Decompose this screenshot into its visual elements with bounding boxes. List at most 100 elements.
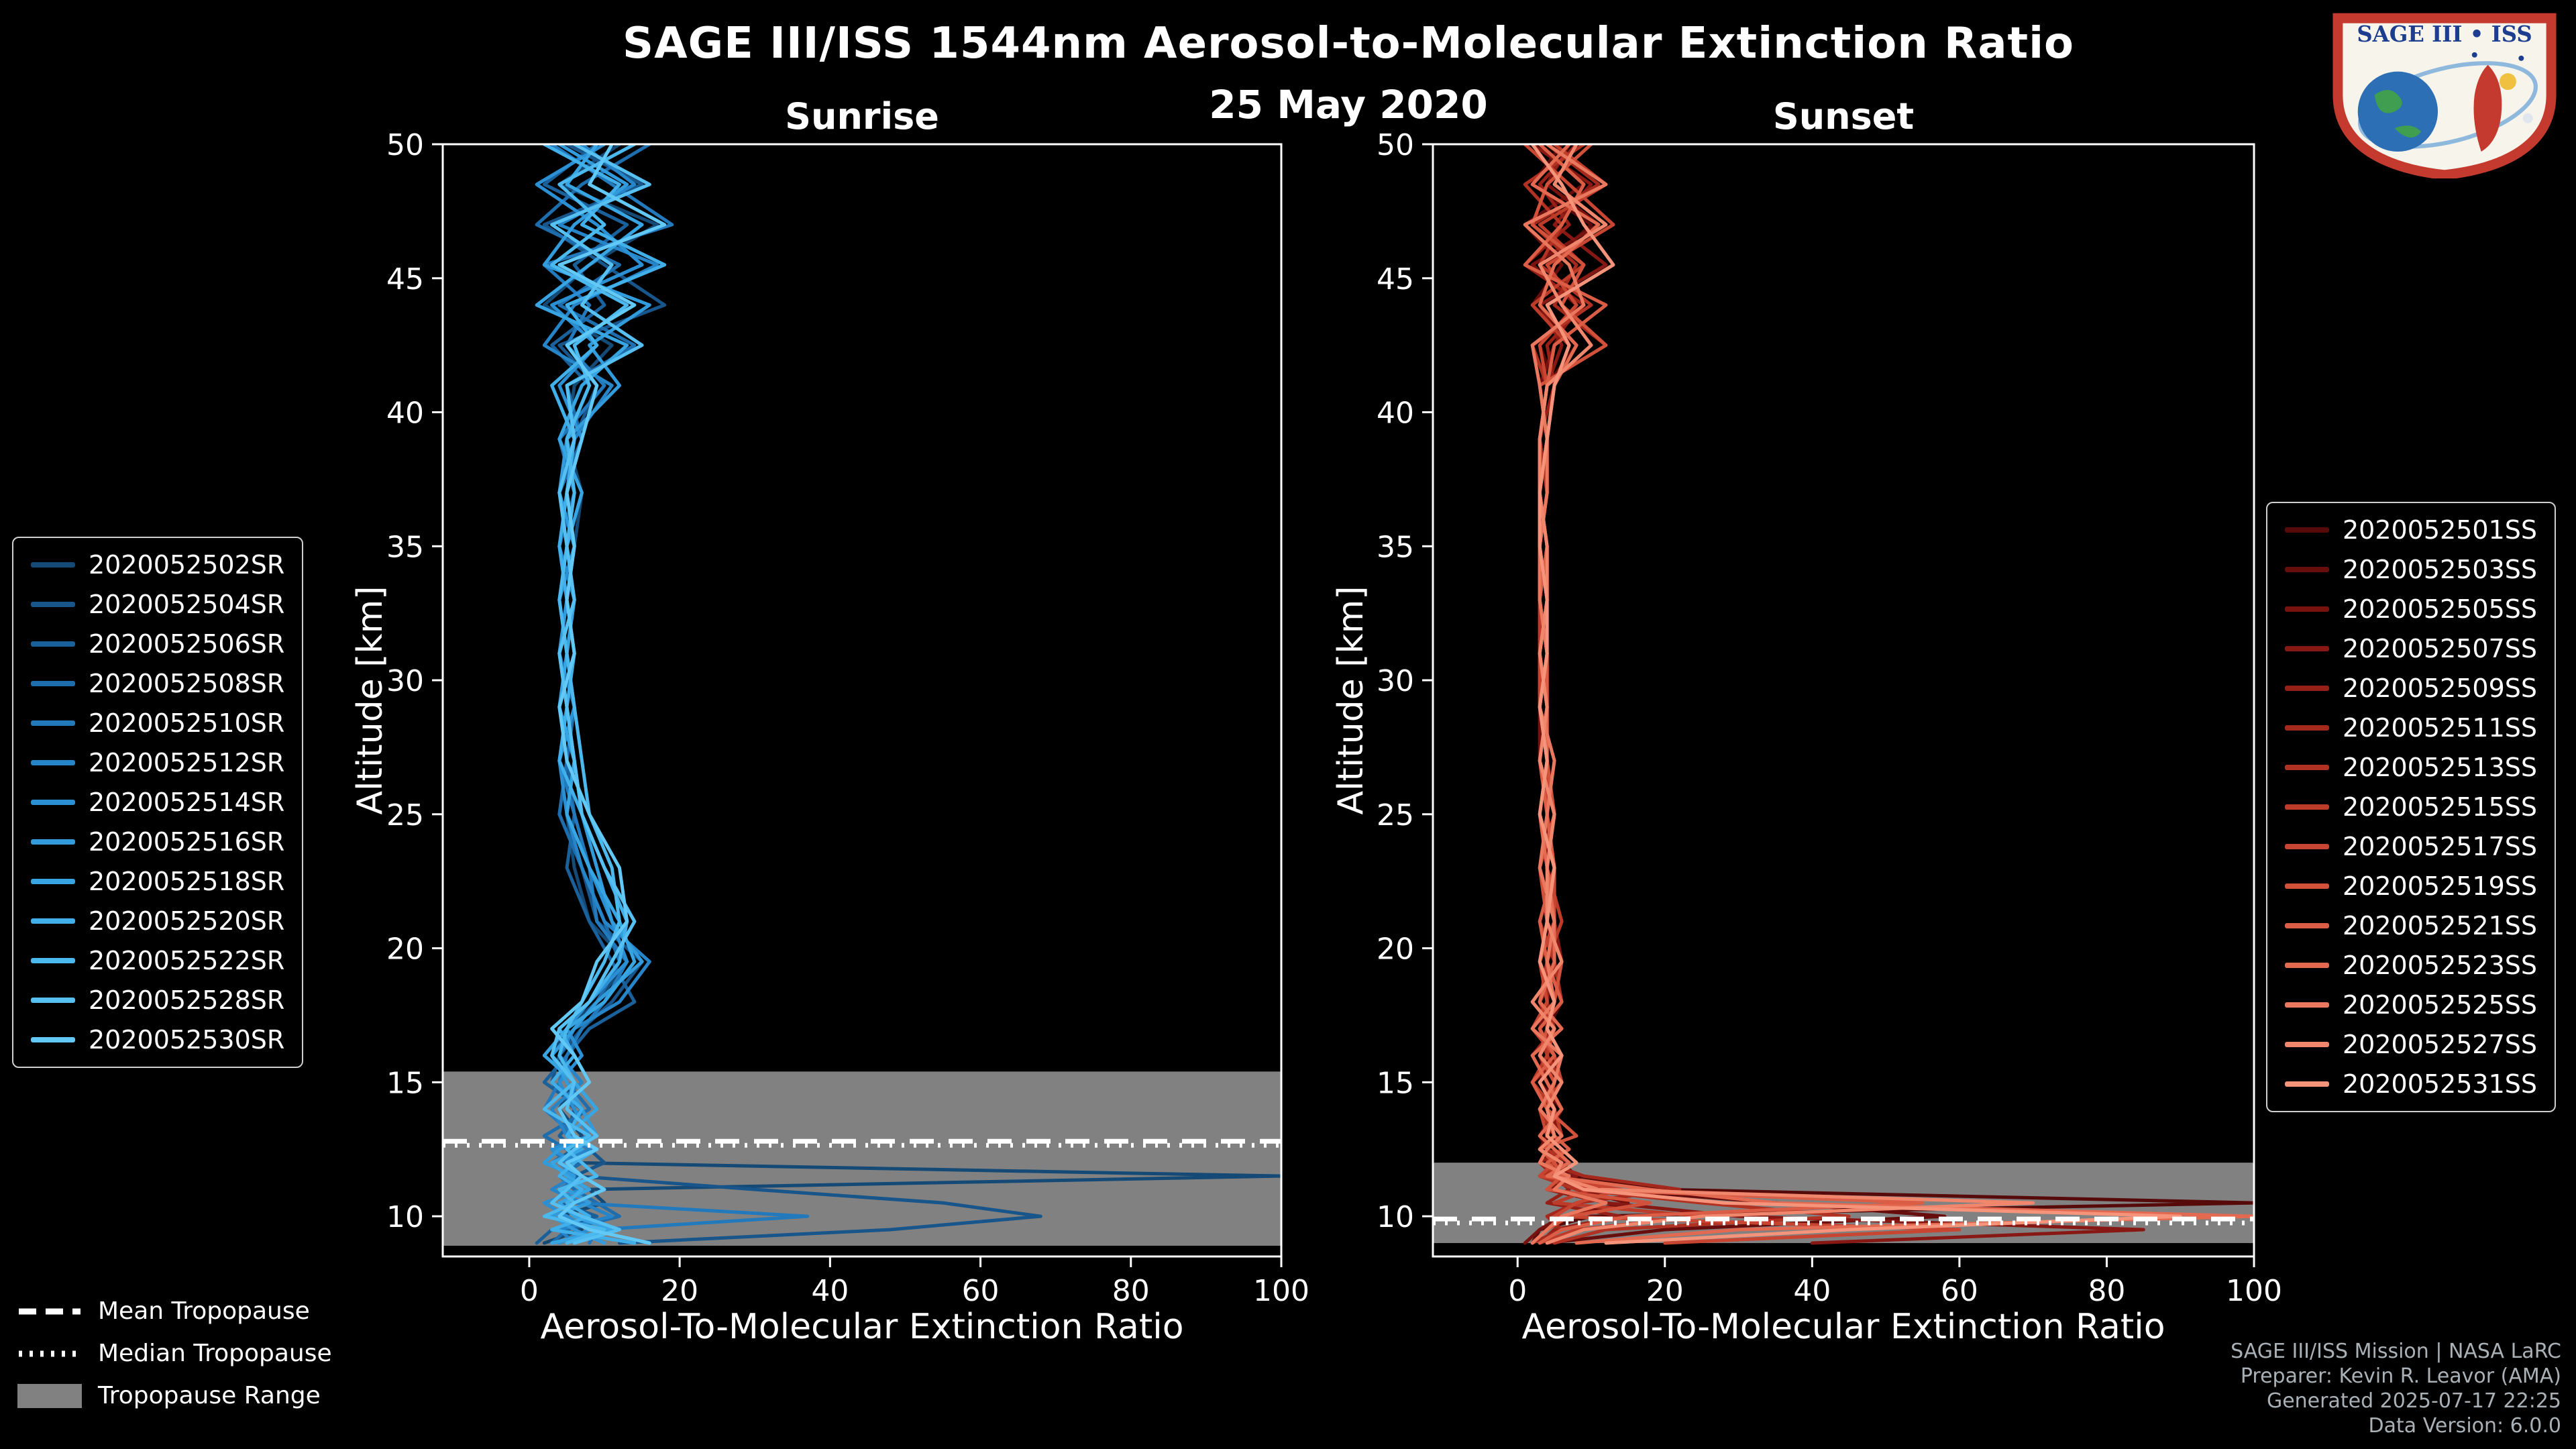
median-tropopause-legend-row: Median Tropopause xyxy=(17,1340,332,1367)
legend-item-2020052513SS: 2020052513SS xyxy=(2284,753,2537,782)
profile-line-2020052522SR xyxy=(542,144,637,1245)
legend-line-swatch xyxy=(2284,567,2329,572)
legend-label: 2020052520SR xyxy=(89,906,285,936)
x-tick-label: 60 xyxy=(962,1274,1000,1308)
credit-mission: SAGE III/ISS Mission | NASA LaRC xyxy=(2231,1340,2561,1363)
legend-item-2020052523SS: 2020052523SS xyxy=(2284,951,2537,980)
sunrise-x-axis-label: Aerosol-To-Molecular Extinction Ratio xyxy=(540,1307,1184,1347)
x-tick-label: 0 xyxy=(520,1274,539,1308)
legend-line-swatch xyxy=(2284,804,2329,810)
y-tick-label: 15 xyxy=(386,1066,424,1100)
legend-item-2020052521SS: 2020052521SS xyxy=(2284,911,2537,941)
y-tick-label: 25 xyxy=(1377,798,1414,833)
legend-item-2020052502SR: 2020052502SR xyxy=(31,550,284,580)
legend-item-2020052518SR: 2020052518SR xyxy=(31,867,284,896)
legend-item-2020052525SS: 2020052525SS xyxy=(2284,990,2537,1020)
legend-line-swatch xyxy=(2284,963,2329,968)
credit-preparer: Preparer: Kevin R. Leavor (AMA) xyxy=(2240,1364,2561,1388)
dashed-line-icon xyxy=(19,1308,80,1314)
x-tick-label: 100 xyxy=(2226,1274,2282,1308)
legend-line-swatch xyxy=(31,681,75,686)
x-tick-label: 80 xyxy=(2088,1274,2125,1308)
legend-label: 2020052509SS xyxy=(2342,674,2537,703)
legend-label: 2020052504SR xyxy=(89,590,285,619)
y-tick-label: 40 xyxy=(386,396,424,431)
tropopause-legend: Mean Tropopause Median Tropopause Tropop… xyxy=(17,1297,332,1409)
earth-globe xyxy=(2357,71,2438,152)
profile-line-2020052517SS xyxy=(1523,144,1962,1245)
legend-item-2020052509SS: 2020052509SS xyxy=(2284,674,2537,703)
legend-label: 2020052503SS xyxy=(2342,555,2537,584)
earth-continent xyxy=(2394,125,2422,138)
legend-line-swatch xyxy=(31,800,75,805)
mean-tropopause-legend-row: Mean Tropopause xyxy=(17,1297,332,1325)
legend-line-swatch xyxy=(31,641,75,647)
y-tick-label: 30 xyxy=(386,664,424,698)
legend-item-2020052501SS: 2020052501SS xyxy=(2284,515,2537,545)
moon-icon xyxy=(2522,113,2533,123)
sage-iii-iss-mission-patch: SAGE III • ISS xyxy=(2332,13,2557,178)
sunset-series-legend: 2020052501SS 2020052503SS 2020052505SS 2020… xyxy=(2265,502,2556,1112)
legend-line-swatch xyxy=(31,958,75,963)
x-tick-label: 40 xyxy=(1793,1274,1831,1308)
legend-item-2020052520SR: 2020052520SR xyxy=(31,906,284,936)
legend-label: 2020052521SS xyxy=(2342,911,2537,941)
legend-label: 2020052513SS xyxy=(2342,753,2537,782)
sunrise-y-axis-label: Altitude [km] xyxy=(350,586,390,815)
earth-continent xyxy=(2374,90,2402,113)
legend-item-2020052506SR: 2020052506SR xyxy=(31,629,284,659)
legend-line-swatch xyxy=(2284,686,2329,691)
y-tick-label: 10 xyxy=(1377,1200,1414,1234)
x-tick-label: 20 xyxy=(1646,1274,1684,1308)
tropopause-range-label: Tropopause Range xyxy=(98,1382,321,1409)
legend-line-swatch xyxy=(2284,1002,2329,1008)
y-tick-label: 25 xyxy=(386,798,424,833)
legend-line-swatch xyxy=(2284,646,2329,651)
legend-line-swatch xyxy=(31,839,75,845)
legend-line-swatch xyxy=(31,562,75,568)
patch-title-text: SAGE III • ISS xyxy=(2357,21,2532,47)
sunrise-plot-area xyxy=(443,144,1281,1246)
legend-label: 2020052502SR xyxy=(89,550,285,580)
legend-item-2020052514SR: 2020052514SR xyxy=(31,788,284,817)
legend-item-2020052531SS: 2020052531SS xyxy=(2284,1069,2537,1099)
legend-item-2020052522SR: 2020052522SR xyxy=(31,946,284,975)
dotted-line-icon xyxy=(19,1350,80,1356)
tropopause-range-legend-row: Tropopause Range xyxy=(17,1382,332,1409)
x-tick-label: 80 xyxy=(1112,1274,1150,1308)
y-tick-label: 20 xyxy=(1377,932,1414,967)
y-tick-label: 50 xyxy=(386,128,424,162)
sunset-x-axis-label: Aerosol-To-Molecular Extinction Ratio xyxy=(1521,1307,2165,1347)
x-tick-label: 40 xyxy=(811,1274,849,1308)
y-tick-label: 45 xyxy=(1377,262,1414,297)
legend-line-swatch xyxy=(2284,923,2329,928)
legend-line-swatch xyxy=(2284,883,2329,889)
profile-line-2020052530SR xyxy=(550,144,667,1245)
y-tick-label: 30 xyxy=(1377,664,1414,698)
legend-item-2020052503SS: 2020052503SS xyxy=(2284,555,2537,584)
star-icon xyxy=(2518,55,2524,61)
legend-label: 2020052512SR xyxy=(89,748,285,777)
credits-block: SAGE III/ISS Mission | NASA LaRC Prepare… xyxy=(2231,1339,2561,1438)
orbit-ellipse xyxy=(2357,61,2538,149)
legend-label: 2020052516SR xyxy=(89,827,285,857)
legend-label: 2020052522SR xyxy=(89,946,285,975)
legend-item-2020052510SR: 2020052510SR xyxy=(31,708,284,738)
legend-item-2020052527SS: 2020052527SS xyxy=(2284,1030,2537,1059)
legend-line-swatch xyxy=(2284,606,2329,612)
legend-label: 2020052511SS xyxy=(2342,713,2537,743)
chart-title: SAGE III/ISS 1544nm Aerosol-to-Molecular… xyxy=(623,19,2074,68)
legend-label: 2020052527SS xyxy=(2342,1030,2537,1059)
x-tick-label: 20 xyxy=(661,1274,698,1308)
legend-item-2020052516SR: 2020052516SR xyxy=(31,827,284,857)
legend-line-swatch xyxy=(2284,844,2329,849)
legend-line-swatch xyxy=(31,720,75,726)
sunrise-axes-frame xyxy=(441,143,1283,1258)
profile-line-2020052501SS xyxy=(1530,144,2254,1245)
legend-label: 2020052523SS xyxy=(2342,951,2537,980)
legend-item-2020052511SS: 2020052511SS xyxy=(2284,713,2537,743)
legend-label: 2020052518SR xyxy=(89,867,285,896)
mean-tropopause-label: Mean Tropopause xyxy=(98,1297,310,1325)
legend-item-2020052530SR: 2020052530SR xyxy=(31,1025,284,1055)
